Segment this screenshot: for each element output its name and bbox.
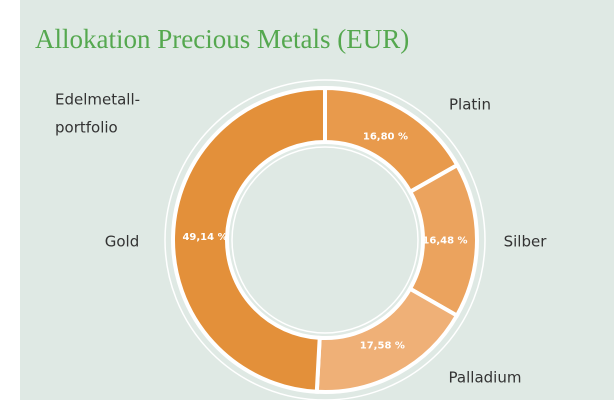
- outer-ring: [164, 79, 486, 401]
- category-label: Platin: [449, 96, 491, 114]
- donut-segment: [171, 85, 327, 394]
- value-label: 16,48 %: [422, 235, 467, 246]
- category-label: Silber: [504, 233, 548, 251]
- category-label: Palladium: [449, 369, 522, 387]
- category-label: Gold: [105, 233, 140, 251]
- value-label: 16,80 %: [363, 131, 408, 142]
- value-label: 49,14 %: [182, 232, 227, 243]
- value-label: 17,58 %: [360, 340, 405, 351]
- subtitle: Edelmetall-: [55, 91, 140, 109]
- subtitle: portfolio: [55, 119, 118, 137]
- inner-ring: [231, 146, 419, 334]
- chart-title: Allokation Precious Metals (EUR): [35, 24, 409, 54]
